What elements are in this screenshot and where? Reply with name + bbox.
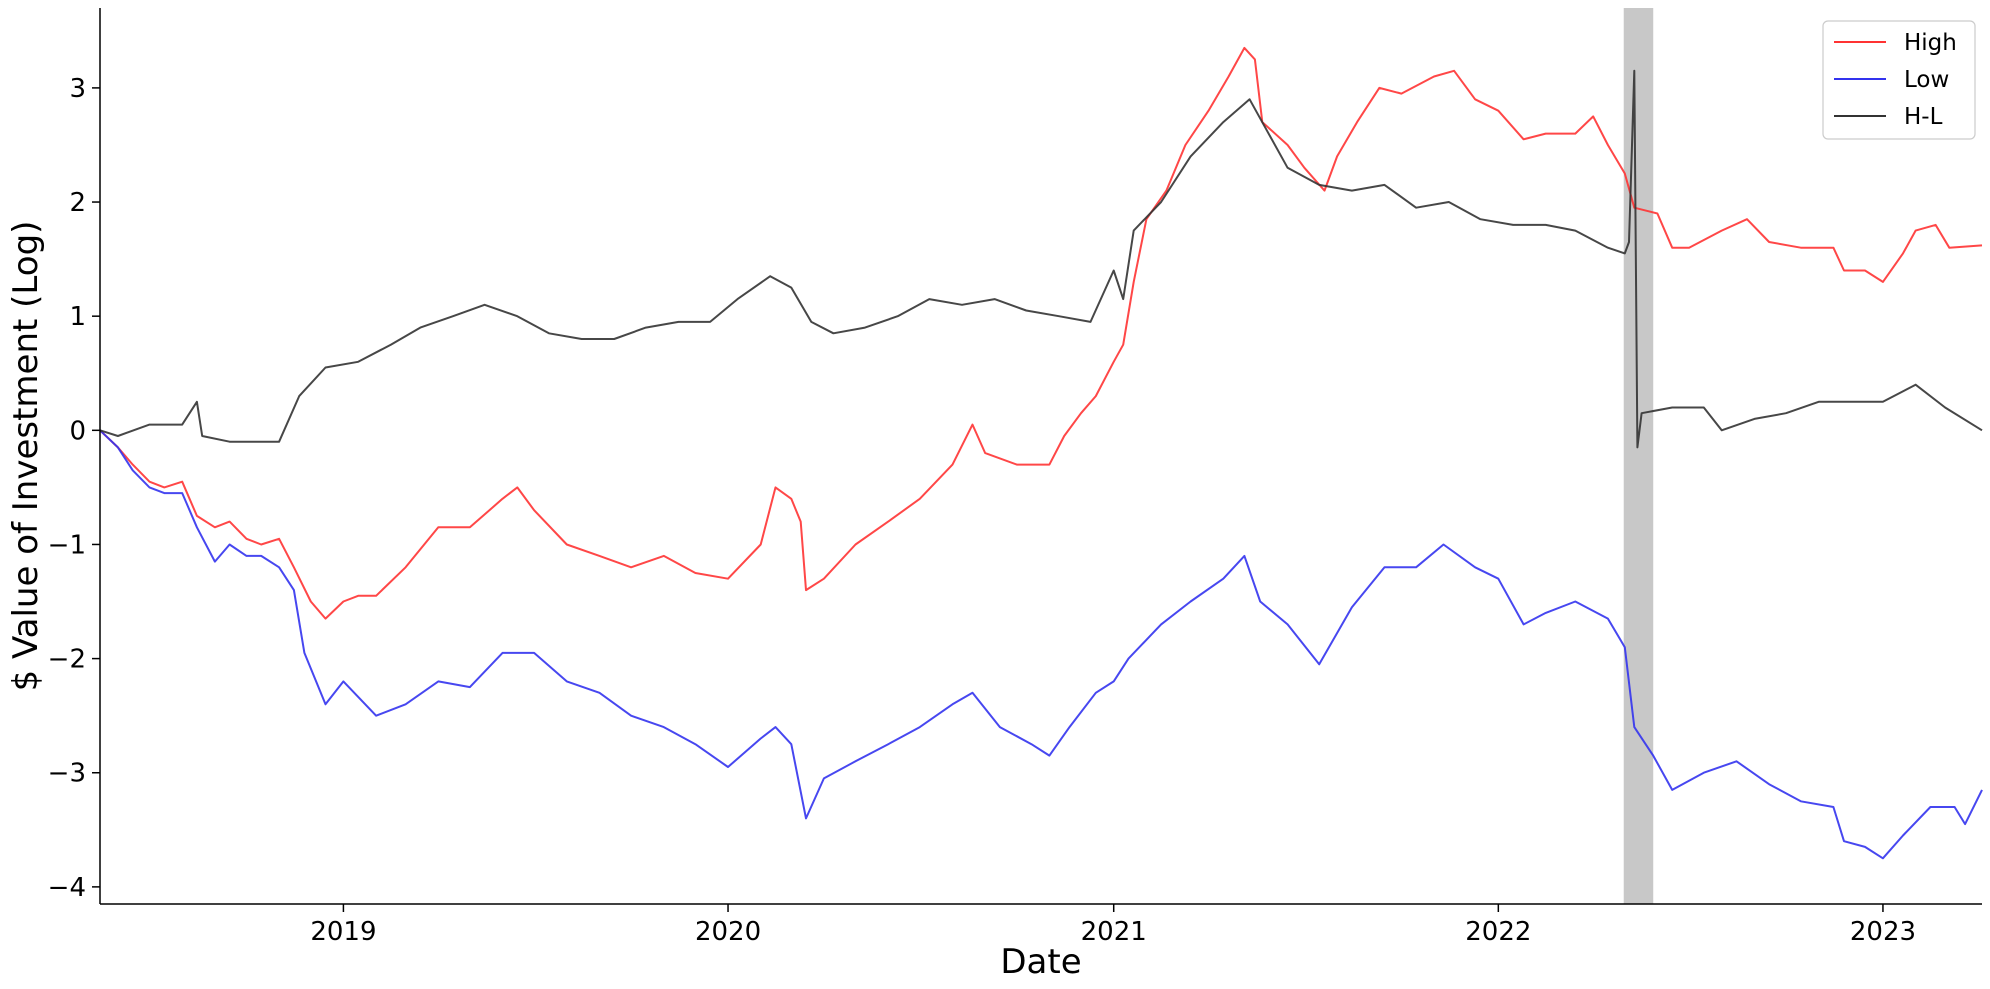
- y-tick-label: −4: [48, 873, 86, 903]
- series-line-h-l: [99, 69, 1983, 449]
- shaded-region: [1623, 8, 1654, 904]
- y-tick-label: 0: [69, 416, 86, 446]
- shaded-region-layer: [1623, 8, 1654, 904]
- y-tick-label: −2: [48, 645, 86, 675]
- y-ticks: −4 −3 −2 −1 0 1 2 3: [48, 74, 100, 903]
- x-tick-label: 2020: [695, 917, 761, 947]
- legend-label: Low: [1904, 67, 1949, 93]
- y-tick-label: 3: [69, 74, 86, 104]
- series-line-low: [99, 429, 1983, 860]
- legend-items: High Low H-L: [1834, 30, 1957, 130]
- y-tick-label: 2: [69, 188, 86, 218]
- legend-box: [1822, 20, 1976, 140]
- series-line-high: [99, 46, 1983, 620]
- x-tick-label: 2023: [1850, 917, 1916, 947]
- x-tick-label: 2021: [1081, 917, 1147, 947]
- y-tick-label: 1: [69, 302, 86, 332]
- y-tick-label: −1: [48, 530, 86, 560]
- x-tick-label: 2019: [310, 917, 376, 947]
- legend-label: High: [1904, 30, 1957, 56]
- legend: High Low H-L: [1822, 20, 1976, 140]
- x-ticks: 2019 2020 2021 2022 2023: [310, 904, 1916, 947]
- series-layer: [99, 46, 1983, 860]
- y-tick-label: −3: [48, 759, 86, 789]
- legend-label: H-L: [1904, 104, 1943, 130]
- x-axis-title: Date: [1000, 942, 1081, 982]
- x-tick-label: 2022: [1465, 917, 1531, 947]
- y-axis-title: $ Value of Investment (Log): [6, 221, 46, 692]
